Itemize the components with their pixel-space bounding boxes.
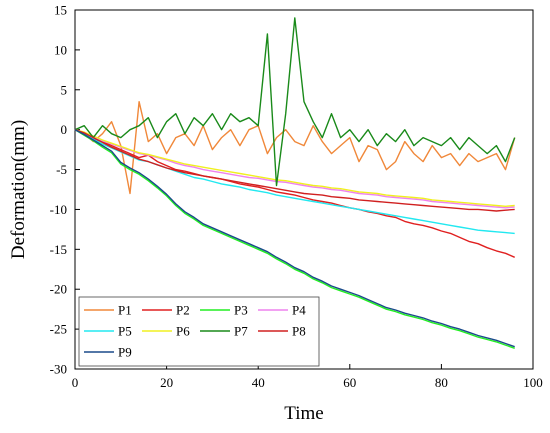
series-line-p8: [74, 129, 515, 212]
y-tick-label: -5: [56, 162, 67, 177]
x-tick-label: 20: [160, 375, 173, 390]
series-line-p1: [74, 100, 516, 195]
legend-label-p5: P5: [118, 324, 132, 339]
series-line-p3: [74, 129, 515, 349]
x-tick-label: 80: [435, 375, 448, 390]
series-line-p7: [74, 17, 516, 187]
legend-label-p3: P3: [234, 303, 248, 318]
y-tick-label: 15: [54, 3, 67, 18]
x-tick-label: 60: [343, 375, 356, 390]
legend-label-p6: P6: [176, 324, 190, 339]
series-line-p6: [74, 129, 515, 208]
x-tick-label: 40: [252, 375, 265, 390]
y-tick-label: 0: [61, 122, 68, 137]
legend-label-p4: P4: [292, 303, 306, 318]
x-axis-title: Time: [284, 403, 323, 424]
legend-label-p2: P2: [176, 303, 190, 318]
series-line-p5: [74, 129, 515, 235]
series-line-p4: [74, 129, 515, 209]
y-axis-title: Deformation(mm): [8, 120, 29, 259]
x-tick-label: 0: [72, 375, 79, 390]
series-layer: [74, 17, 516, 349]
series-line-p9: [74, 129, 515, 348]
legend: P1 P2 P3 P4 P5 P6 P7 P8 P9: [78, 296, 320, 367]
legend-label-p7: P7: [234, 324, 248, 339]
plot-frame: [74, 9, 534, 370]
y-tick-label: -10: [50, 202, 67, 217]
legend-label-p1: P1: [118, 303, 132, 318]
y-tick-label: -25: [50, 322, 67, 337]
series-line-p2: [74, 129, 515, 258]
legend-label-p9: P9: [118, 345, 132, 360]
x-tick-label: 100: [523, 375, 543, 390]
legend-label-p8: P8: [292, 324, 306, 339]
y-tick-label: -15: [50, 242, 67, 257]
y-tick-label: -30: [50, 362, 67, 377]
y-tick-label: -20: [50, 282, 67, 297]
y-tick-label: 5: [61, 82, 68, 97]
y-tick-label: 10: [54, 42, 67, 57]
